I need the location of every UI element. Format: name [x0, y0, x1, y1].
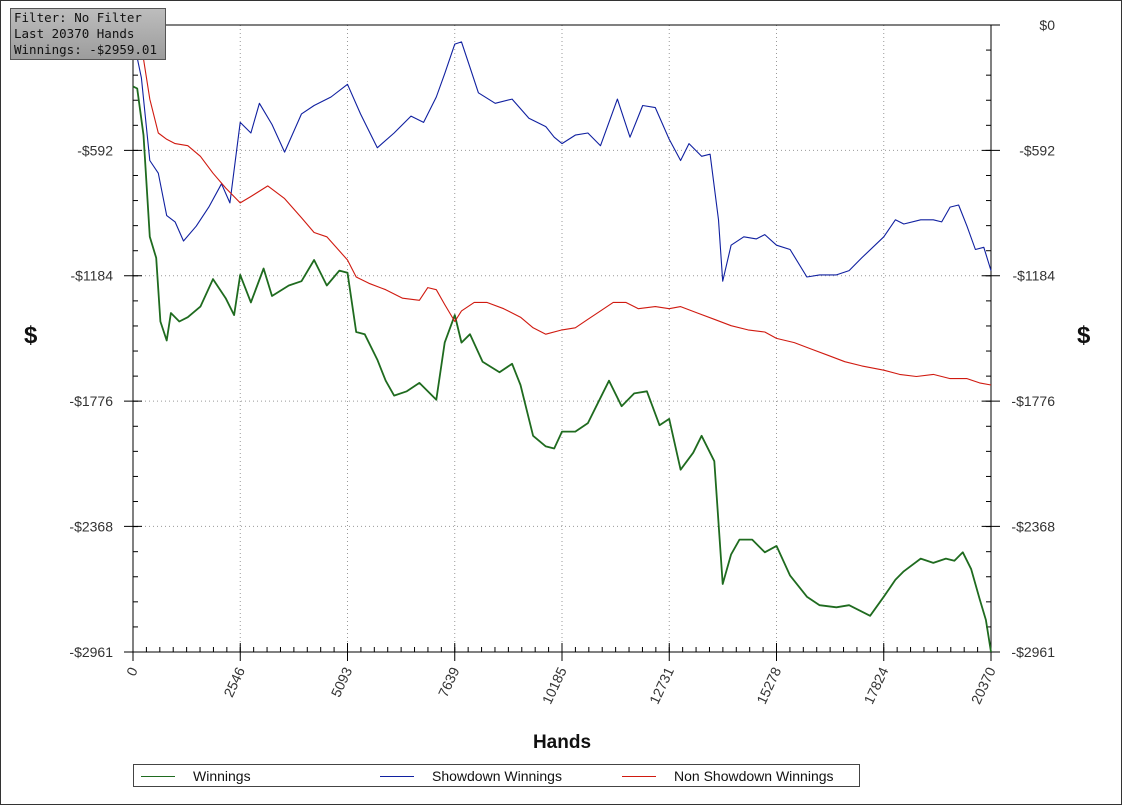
x-tick-label: 10185 [539, 664, 570, 706]
x-axis-labels: 0 2546 5093 7639 10185 12731 15278 17824 20370 [123, 664, 999, 706]
y-tick-label-left: -$1184 [70, 268, 113, 284]
y-axis-left-labels: $0-$592-$1184-$1776-$2368-$2961 [69, 17, 113, 660]
series-lines [132, 37, 992, 653]
x-tick-label: 20370 [968, 664, 999, 706]
legend-swatch-showdown [380, 775, 414, 777]
legend: Winnings Showdown Winnings Non Showdown … [133, 764, 860, 787]
grid [133, 25, 991, 652]
y-tick-label-right: -$1184 [1012, 268, 1055, 284]
x-tick-label: 17824 [861, 664, 892, 706]
legend-label-showdown: Showdown Winnings [432, 768, 562, 784]
series-line-winnings [132, 85, 992, 653]
y-tick-label-right: -$2368 [1011, 518, 1055, 534]
x-tick-label: 2546 [220, 664, 248, 699]
legend-label-non-showdown: Non Showdown Winnings [674, 768, 834, 784]
x-axis-title: Hands [533, 732, 591, 753]
y-tick-label-right: -$592 [1019, 142, 1055, 158]
y-tick-label-left: -$2368 [69, 518, 113, 534]
legend-swatch-non-showdown [622, 775, 656, 777]
filter-label: Filter: No Filter [14, 10, 142, 25]
legend-item-winnings: Winnings [141, 767, 251, 785]
x-tick-label: 15278 [753, 664, 784, 706]
series-line-showdown [132, 37, 992, 282]
info-box: Filter: No Filter Last 20370 Hands Winni… [10, 8, 166, 60]
y-tick-label-right: -$1776 [1011, 393, 1055, 409]
y-tick-label-right: $0 [1039, 17, 1055, 33]
legend-label-winnings: Winnings [193, 768, 251, 784]
y-axis-title-left: $ [24, 322, 38, 349]
y-tick-label-left: -$592 [77, 142, 113, 158]
y-axis-right-labels: $0 -$592 -$1184 -$1776 -$2368 -$2961 [1011, 17, 1055, 660]
x-tick-label: 0 [123, 664, 141, 678]
axis-ticks [124, 24, 1000, 661]
series-line-non_showdown [132, 41, 992, 386]
y-axis-title-right: $ [1077, 322, 1091, 349]
x-tick-label: 7639 [435, 664, 463, 699]
hands-count-label: Last 20370 Hands [14, 26, 135, 41]
legend-item-non-showdown: Non Showdown Winnings [622, 767, 834, 785]
legend-item-showdown: Showdown Winnings [380, 767, 562, 785]
y-tick-label-left: -$2961 [69, 644, 113, 660]
x-tick-label: 5093 [328, 664, 356, 699]
legend-swatch-winnings [141, 775, 175, 777]
y-tick-label-right: -$2961 [1011, 644, 1055, 660]
winnings-total-label: Winnings: -$2959.01 [14, 42, 157, 57]
y-tick-label-left: -$1776 [69, 393, 113, 409]
x-tick-label: 12731 [646, 664, 677, 706]
